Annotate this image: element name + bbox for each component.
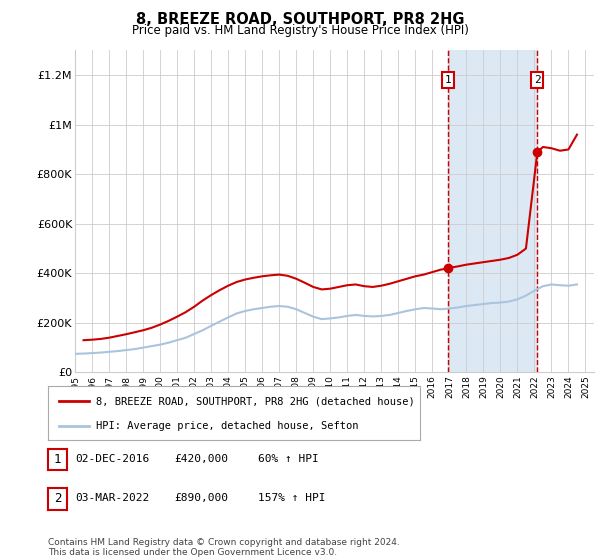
Text: £890,000: £890,000	[174, 493, 228, 503]
Text: £420,000: £420,000	[174, 454, 228, 464]
Text: 2: 2	[534, 75, 541, 85]
Text: HPI: Average price, detached house, Sefton: HPI: Average price, detached house, Seft…	[97, 421, 359, 431]
Text: 03-MAR-2022: 03-MAR-2022	[75, 493, 149, 503]
Text: Contains HM Land Registry data © Crown copyright and database right 2024.
This d: Contains HM Land Registry data © Crown c…	[48, 538, 400, 557]
Text: Price paid vs. HM Land Registry's House Price Index (HPI): Price paid vs. HM Land Registry's House …	[131, 24, 469, 36]
Text: 8, BREEZE ROAD, SOUTHPORT, PR8 2HG: 8, BREEZE ROAD, SOUTHPORT, PR8 2HG	[136, 12, 464, 27]
Text: 1: 1	[54, 453, 61, 466]
Text: 157% ↑ HPI: 157% ↑ HPI	[258, 493, 325, 503]
Bar	[448, 50, 538, 372]
Text: 02-DEC-2016: 02-DEC-2016	[75, 454, 149, 464]
Text: 2: 2	[54, 492, 61, 506]
Text: 1: 1	[445, 75, 451, 85]
Text: 8, BREEZE ROAD, SOUTHPORT, PR8 2HG (detached house): 8, BREEZE ROAD, SOUTHPORT, PR8 2HG (deta…	[97, 396, 415, 407]
Text: 60% ↑ HPI: 60% ↑ HPI	[258, 454, 319, 464]
